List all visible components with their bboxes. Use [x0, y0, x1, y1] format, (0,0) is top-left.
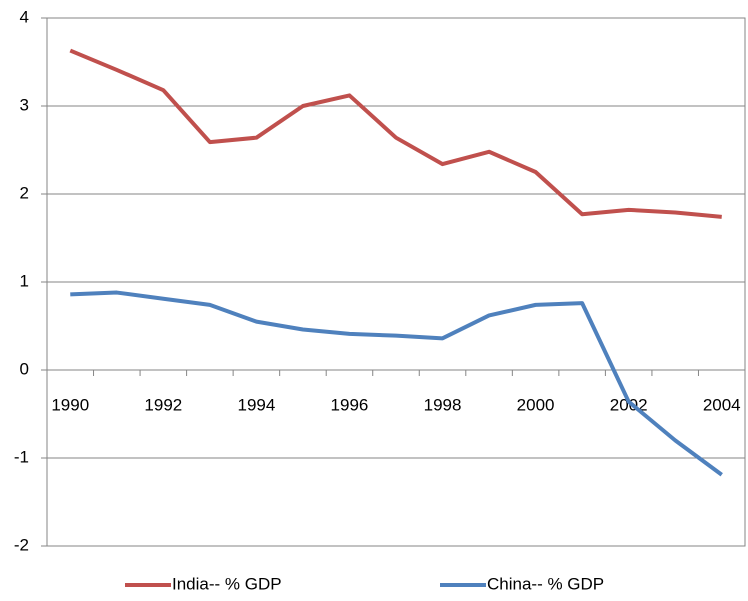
y-tick-label: 4: [20, 7, 29, 26]
x-tick-label: 1998: [424, 395, 462, 414]
y-tick-label: 0: [20, 359, 29, 378]
x-tick-label: 2000: [517, 395, 555, 414]
x-tick-label: 2004: [703, 395, 741, 414]
x-tick-label: 1994: [237, 395, 275, 414]
y-tick-label: 1: [20, 271, 29, 290]
legend-label: China-- % GDP: [487, 574, 604, 593]
data-line: [70, 290, 723, 477]
y-tick-label: -2: [14, 535, 29, 554]
data-line: [69, 48, 722, 219]
y-tick-label: 3: [20, 95, 29, 114]
legend-label: India-- % GDP: [172, 574, 282, 593]
x-tick-label: 1992: [144, 395, 182, 414]
x-tick-label: 1996: [331, 395, 369, 414]
plot-border: [46, 17, 746, 547]
y-tick-label: -1: [14, 447, 29, 466]
y-tick-label: 2: [20, 183, 29, 202]
x-tick-label: 1990: [51, 395, 89, 414]
